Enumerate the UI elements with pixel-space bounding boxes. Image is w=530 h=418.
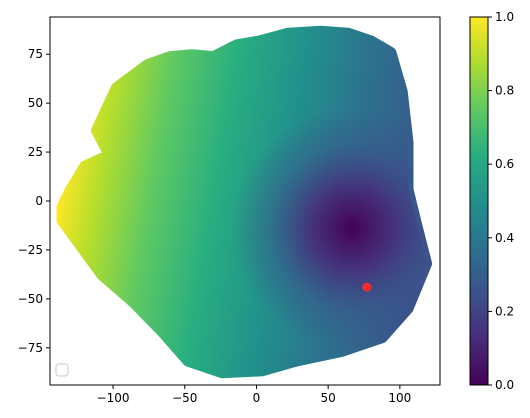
legend-box: [55, 363, 69, 377]
colorbar-tick-label: 0.8: [495, 84, 514, 98]
colorbar: [469, 16, 489, 386]
y-tick-label: −75: [18, 341, 43, 355]
colorbar-tick-label: 0.0: [495, 378, 514, 392]
colorbar-tick-label: 0.2: [495, 304, 514, 318]
colorbar-tick-label: 1.0: [495, 10, 514, 24]
y-tick-label: −50: [18, 292, 43, 306]
x-axis: −100 −50 0 50 100: [97, 385, 411, 405]
legend: [55, 363, 69, 377]
low-value-region: [61, 30, 428, 374]
colorbar-tick-label: 0.4: [495, 231, 514, 245]
colorbar-axis: 0.0 0.2 0.4 0.6 0.8 1.0: [488, 10, 514, 392]
y-tick-label: 50: [28, 96, 43, 110]
y-tick-label: 75: [28, 47, 43, 61]
x-tick-label: −50: [172, 391, 197, 405]
x-tick-label: 0: [253, 391, 261, 405]
y-tick-label: 0: [35, 194, 43, 208]
x-tick-label: −100: [97, 391, 130, 405]
minimum-marker: [362, 282, 372, 292]
x-tick-label: 50: [321, 391, 336, 405]
y-tick-label: −25: [18, 243, 43, 257]
colorbar-tick-label: 0.6: [495, 157, 514, 171]
x-tick-label: 100: [388, 391, 411, 405]
y-axis: −75 −50 −25 0 25 50 75: [18, 47, 50, 355]
y-tick-label: 25: [28, 145, 43, 159]
